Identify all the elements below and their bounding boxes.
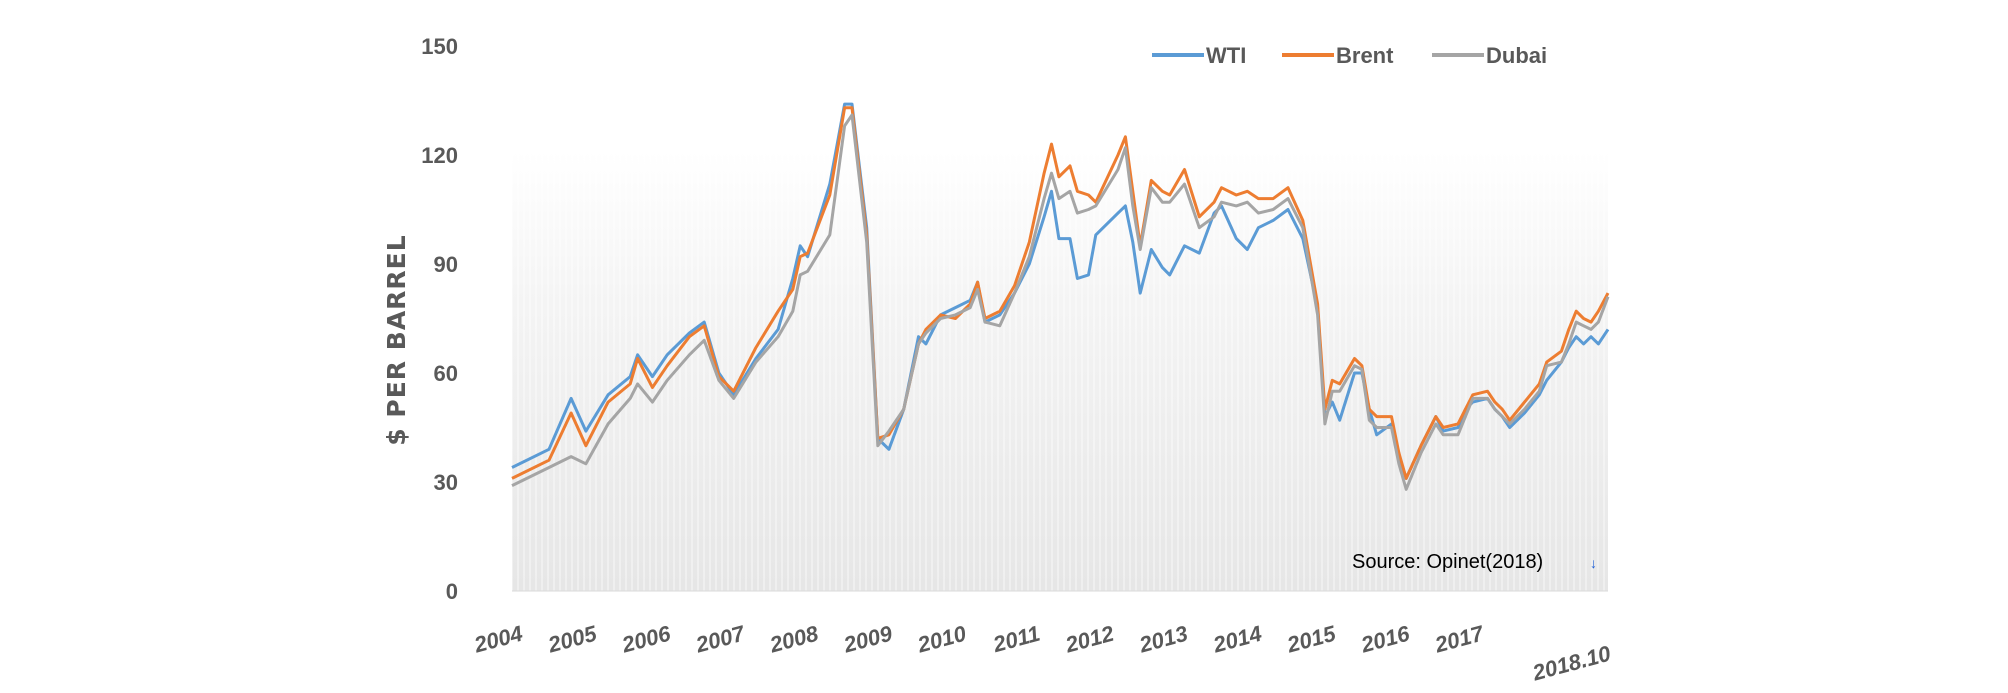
y-tick-label: 30 xyxy=(434,470,458,495)
x-axis-ticks: 2004 2005 2006 2007 2008 2009 2010 2011 2012 2013… xyxy=(471,620,1614,685)
plot-stripes xyxy=(511,150,1605,591)
x-tick-label: 2008 xyxy=(766,620,821,657)
series-lines xyxy=(511,102,1610,491)
x-tick-label: 2013 xyxy=(1136,621,1191,658)
y-axis-label: $ PER BARREL xyxy=(382,234,411,445)
x-tick-label: 2011 xyxy=(989,621,1042,658)
plot-background xyxy=(512,150,1608,591)
x-tick-label: 2004 xyxy=(471,621,526,658)
y-tick-label: 60 xyxy=(434,361,458,386)
y-tick-label: 90 xyxy=(434,252,458,277)
y-tick-label: 0 xyxy=(446,579,458,604)
x-tick-label: 2015 xyxy=(1284,620,1339,657)
x-tick-label: 2014 xyxy=(1210,621,1265,658)
series-line-brent xyxy=(511,106,1610,480)
y-axis-ticks: 0 30 60 90 120 150 xyxy=(421,34,458,604)
source-note-marker: ↓ xyxy=(1590,555,1597,571)
x-tick-label: 2005 xyxy=(544,620,599,657)
y-tick-label: 150 xyxy=(421,34,458,59)
source-note: Source: Opinet(2018) xyxy=(1352,551,1543,573)
series-line-dubai xyxy=(511,113,1610,491)
y-tick-label: 120 xyxy=(421,143,458,168)
x-tick-label: 2010 xyxy=(914,620,969,657)
x-tick-label: 2007 xyxy=(692,620,748,658)
x-tick-label: 2006 xyxy=(618,620,673,657)
x-tick-label: 2016 xyxy=(1357,620,1412,657)
legend: WTI Brent Dubai xyxy=(1152,43,1547,68)
legend-label-brent: Brent xyxy=(1336,43,1394,68)
x-tick-label: 2018.10 xyxy=(1529,640,1614,685)
x-tick-label: 2017 xyxy=(1431,620,1487,658)
x-tick-label: 2012 xyxy=(1062,620,1117,657)
x-tick-label: 2009 xyxy=(840,620,895,657)
legend-label-dubai: Dubai xyxy=(1486,43,1547,68)
legend-label-wti: WTI xyxy=(1206,43,1246,68)
